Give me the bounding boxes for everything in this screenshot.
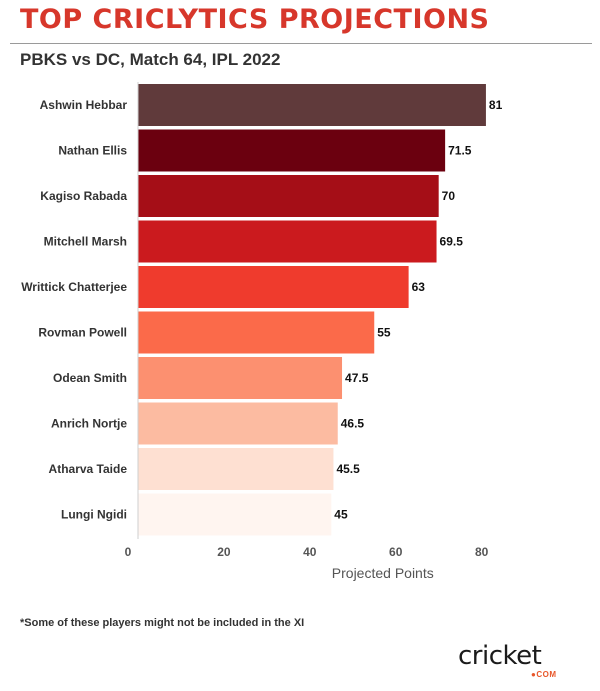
logo-wordmark: cricket (458, 641, 542, 671)
logo-subtext: ●COM (531, 670, 557, 679)
category-label-odean-smith: Odean Smith (53, 371, 127, 385)
value-label-writtick-chatterjee: 63 (412, 280, 426, 294)
category-label-lungi-ngidi: Lungi Ngidi (61, 508, 127, 522)
x-tick-label-60: 60 (389, 545, 403, 559)
bar-mitchell-marsh (138, 220, 437, 263)
x-axis-title: Projected Points (332, 565, 434, 581)
bar-group: Ashwin Hebbar 81 Nathan Ellis 71.5 Kagiso Ra… (21, 84, 503, 536)
chart-title: TOP CRICLYTICS PROJECTIONS (20, 4, 490, 35)
category-label-mitchell-marsh: Mitchell Marsh (44, 235, 127, 249)
bar-writtick-chatterjee (138, 266, 409, 308)
bar-atharva-taide (138, 448, 334, 490)
value-label-nathan-ellis: 71.5 (448, 144, 472, 158)
category-label-rovman-powell: Rovman Powell (38, 326, 127, 340)
bar-anrich-nortje (138, 402, 338, 445)
bar-ashwin-hebbar (138, 84, 486, 126)
bar-kagiso-rabada (138, 175, 439, 217)
x-tick-label-20: 20 (217, 545, 231, 559)
category-label-writtick-chatterjee: Writtick Chatterjee (21, 280, 127, 294)
x-tick-label-0: 0 (125, 545, 132, 559)
footnote: *Some of these players might not be incl… (20, 617, 305, 629)
category-label-ashwin-hebbar: Ashwin Hebbar (40, 98, 128, 112)
x-tick-label-80: 80 (475, 545, 489, 559)
value-label-kagiso-rabada: 70 (442, 189, 456, 203)
value-label-anrich-nortje: 46.5 (341, 417, 365, 431)
x-tick-label-40: 40 (303, 545, 317, 559)
value-label-atharva-taide: 45.5 (336, 462, 360, 476)
value-label-lungi-ngidi: 45 (334, 508, 348, 522)
value-label-ashwin-hebbar: 81 (489, 98, 503, 112)
category-label-anrich-nortje: Anrich Nortje (51, 417, 127, 431)
bar-odean-smith (138, 357, 343, 399)
category-label-kagiso-rabada: Kagiso Rabada (40, 189, 127, 203)
category-label-atharva-taide: Atharva Taide (49, 462, 128, 476)
x-axis-ticks: 0 20 40 60 80 (125, 545, 489, 559)
value-label-rovman-powell: 55 (377, 326, 391, 340)
chart-subtitle: PBKS vs DC, Match 64, IPL 2022 (20, 50, 281, 69)
bar-rovman-powell (138, 311, 375, 354)
cricket-com-logo: cricket ●COM (458, 641, 576, 681)
bar-chart: Ashwin Hebbar 81 Nathan Ellis 71.5 Kagiso Ra… (21, 82, 503, 581)
title-divider (10, 43, 592, 44)
category-label-nathan-ellis: Nathan Ellis (58, 144, 127, 158)
bar-nathan-ellis (138, 129, 446, 172)
bar-lungi-ngidi (138, 493, 332, 536)
value-label-mitchell-marsh: 69.5 (440, 235, 464, 249)
value-label-odean-smith: 47.5 (345, 371, 369, 385)
